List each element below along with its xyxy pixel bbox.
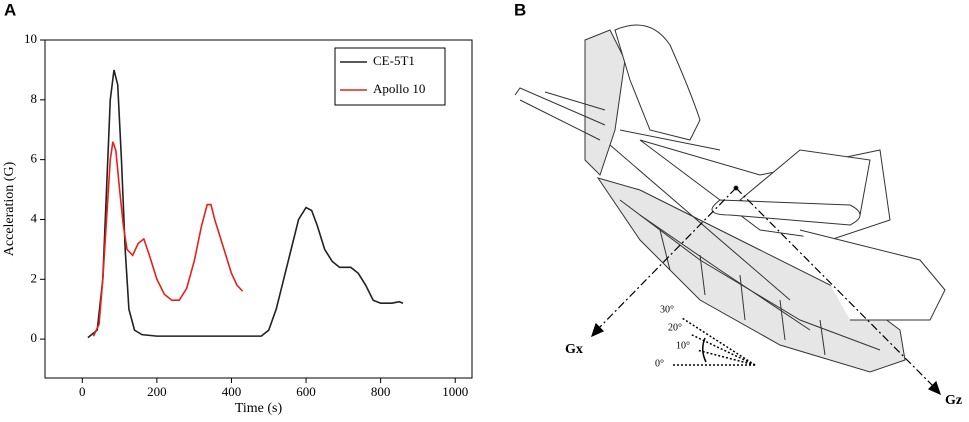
x-axis-label: Time (s) [235,401,283,416]
y-tick-label: 10 [24,31,37,46]
x-tick-label: 0 [79,384,86,399]
plot-frame [44,39,473,379]
x-tick-label: 600 [296,384,316,399]
legend-box [334,47,446,106]
line [87,69,404,339]
angle-label: 0° [655,358,664,369]
axis-label: Gz [945,393,962,408]
y-tick-label: 4 [31,210,38,225]
line [92,141,244,337]
y-tick-label: 8 [31,91,38,106]
y-tick-label: 6 [31,151,38,166]
x-tick-label: 1000 [442,384,468,399]
angle-label: 20° [668,322,682,333]
axis-label: Gx [565,342,583,357]
y-tick-label: 0 [31,330,38,345]
diagram-axes [590,187,942,396]
panel-label: B [514,0,526,19]
panel-label: A [4,0,16,19]
angle-label: 10° [676,340,690,351]
y-axis-label: Acceleration (G) [2,161,17,256]
legend-label: CE-5T1 [373,53,415,68]
seat-diagram [514,24,946,373]
y-tick-label: 2 [31,270,38,285]
legend-label: Apollo 10 [373,81,425,96]
x-tick-label: 200 [147,384,167,399]
x-tick-label: 800 [371,384,391,399]
x-tick-label: 400 [222,384,242,399]
angle-label: 30° [660,304,674,315]
